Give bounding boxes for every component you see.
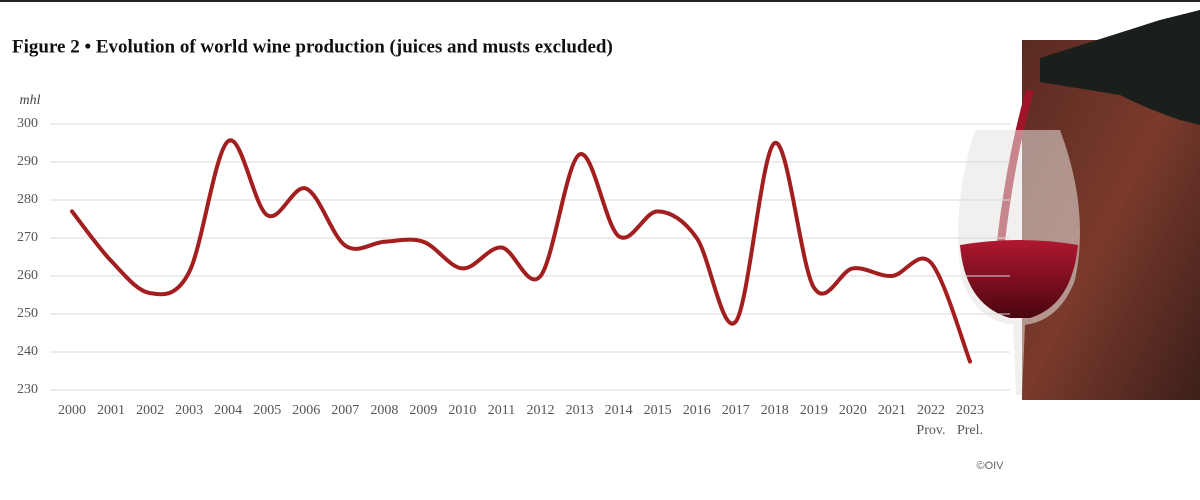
grid: 230 240 250 260 270 280 290 300 2000 2001 2002 2003… (17, 116, 1010, 438)
y-tick-label: 260 (17, 268, 38, 283)
plot-area (70, 138, 972, 364)
x-tick-label: 2012 (527, 403, 555, 418)
x-tick-label: 2023 (956, 403, 984, 418)
x-tick-label: 2019 (800, 403, 828, 418)
x-tick-label: 2005 (253, 403, 281, 418)
x-tick-label: 2004 (214, 403, 242, 418)
x-tick-label: 2007 (331, 403, 359, 418)
x-tick-label: 2001 (97, 403, 125, 418)
y-tick-label: 270 (17, 230, 38, 245)
x-tick-label: 2010 (448, 403, 476, 418)
y-tick-label: 290 (17, 154, 38, 169)
x-tick-label: 2016 (683, 403, 711, 418)
x-tick-label: 2015 (644, 403, 672, 418)
x-tick-label: 2018 (761, 403, 789, 418)
x-tick-label: 2003 (175, 403, 203, 418)
y-tick-label: 230 (17, 382, 38, 397)
y-axis-unit: mhl (20, 93, 41, 108)
x-tick-label: 2008 (370, 403, 398, 418)
x-tick-label: 2013 (566, 403, 594, 418)
y-tick-label: 280 (17, 192, 38, 207)
x-tick-label: 2017 (722, 403, 750, 418)
x-tick-label: 2022 (917, 403, 945, 418)
x-tick-note: Prel. (957, 423, 983, 438)
x-tick-label: 2011 (488, 403, 515, 418)
data-line (70, 138, 972, 364)
x-tick-label: 2014 (605, 403, 633, 418)
wine-illustration (958, 10, 1200, 400)
y-tick-label: 250 (17, 306, 38, 321)
y-tick-label: 240 (17, 344, 38, 359)
x-tick-label: 2020 (839, 403, 867, 418)
chart-title: Figure 2 • Evolution of world wine produ… (12, 36, 613, 57)
x-tick-label: 2002 (136, 403, 164, 418)
y-tick-label: 300 (17, 116, 38, 131)
x-tick-label: 2021 (878, 403, 906, 418)
x-tick-label: 2006 (292, 403, 320, 418)
source: ©OIV (976, 460, 1004, 472)
x-tick-label: 2009 (409, 403, 437, 418)
x-tick-note: Prov. (916, 423, 945, 438)
x-tick-label: 2000 (58, 403, 86, 418)
